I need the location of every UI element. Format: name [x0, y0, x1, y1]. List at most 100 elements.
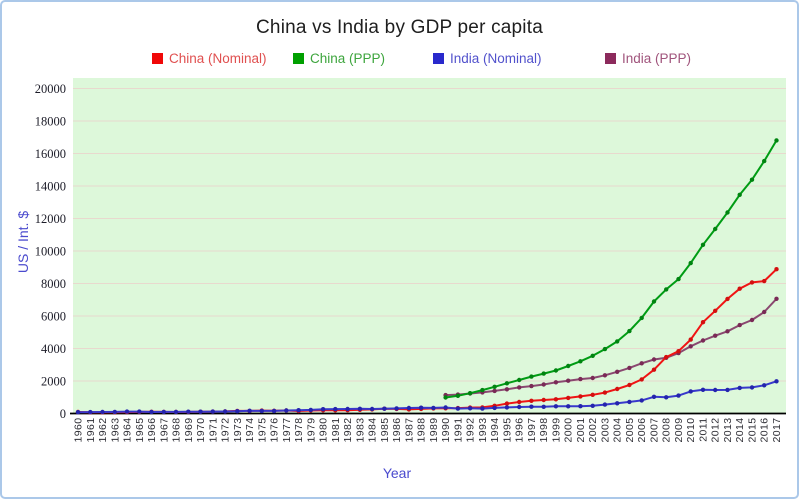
- series-point-india-nominal: [88, 409, 93, 415]
- series-point-india-nominal: [369, 406, 375, 412]
- series-point-china-ppp: [553, 368, 559, 373]
- x-tick-label: 2013: [722, 418, 734, 443]
- series-point-india-nominal: [676, 393, 681, 398]
- y-tick-label: 16000: [35, 147, 66, 161]
- series-point-india-nominal: [100, 409, 105, 415]
- series-point-india-ppp: [762, 309, 767, 315]
- x-tick-label: 2015: [746, 418, 758, 443]
- series-point-india-ppp: [504, 387, 510, 392]
- series-point-india-nominal: [517, 404, 522, 410]
- series-point-india-nominal: [173, 409, 179, 415]
- series-point-china-ppp: [602, 346, 608, 352]
- series-point-india-nominal: [467, 406, 473, 411]
- series-point-india-ppp: [517, 385, 522, 390]
- x-tick-label: 1999: [550, 418, 562, 443]
- x-tick-label: 1963: [109, 418, 121, 443]
- series-point-china-nominal: [713, 308, 718, 313]
- series-point-india-ppp: [541, 382, 546, 387]
- series-point-india-nominal: [222, 409, 228, 414]
- series-point-china-ppp: [762, 158, 767, 164]
- y-tick-label: 14000: [35, 180, 66, 194]
- series-point-india-nominal: [566, 404, 571, 409]
- x-tick-label: 2002: [587, 418, 599, 443]
- series-point-india-nominal: [553, 404, 559, 409]
- legend-swatch-china-ppp: [293, 52, 304, 64]
- x-tick-label: 1977: [281, 418, 293, 443]
- series-point-india-nominal: [627, 399, 632, 405]
- x-tick-label: 1991: [452, 418, 464, 443]
- series-point-india-nominal: [749, 385, 755, 390]
- x-tick-label: 1992: [465, 418, 477, 443]
- x-tick-label: 1984: [367, 418, 379, 443]
- x-tick-label: 2009: [673, 418, 685, 443]
- series-point-china-ppp: [615, 339, 620, 344]
- x-tick-label: 2008: [661, 418, 673, 443]
- x-tick-label: 1982: [342, 418, 354, 443]
- x-tick-label: 1965: [134, 418, 146, 443]
- series-point-india-ppp: [529, 383, 534, 389]
- x-tick-label: 1983: [354, 418, 366, 443]
- legend-swatch-china-nominal: [152, 52, 163, 64]
- series-point-india-nominal: [713, 387, 718, 393]
- series-point-china-ppp: [774, 138, 779, 143]
- series-point-india-nominal: [700, 387, 706, 392]
- legend-label-india-ppp: India (PPP): [622, 50, 692, 66]
- series-point-india-nominal: [124, 409, 130, 414]
- y-tick-label: 12000: [35, 212, 66, 226]
- series-point-india-nominal: [75, 410, 81, 415]
- series-point-india-nominal: [492, 405, 497, 411]
- x-tick-label: 1961: [85, 418, 97, 443]
- series-point-china-ppp: [517, 377, 522, 383]
- x-tick-label: 1964: [122, 418, 134, 443]
- series-point-india-nominal: [664, 395, 669, 400]
- series-point-china-nominal: [700, 320, 706, 325]
- x-tick-label: 1967: [158, 418, 170, 443]
- series-point-india-nominal: [149, 409, 154, 415]
- series-point-india-nominal: [480, 406, 485, 411]
- series-point-india-ppp: [774, 296, 779, 301]
- series-point-china-ppp: [566, 363, 571, 369]
- y-tick-label: 20000: [35, 82, 66, 96]
- series-point-china-ppp: [688, 260, 693, 266]
- x-tick-label: 1976: [269, 418, 281, 443]
- x-tick-label: 1979: [305, 418, 317, 443]
- series-point-china-ppp: [480, 387, 485, 393]
- series-point-india-nominal: [198, 409, 203, 414]
- x-tick-label: 2011: [697, 418, 709, 442]
- series-point-india-nominal: [394, 406, 399, 411]
- x-tick-label: 1970: [195, 418, 207, 443]
- series-point-china-nominal: [504, 401, 510, 406]
- series-point-india-ppp: [615, 369, 620, 374]
- x-tick-label: 2007: [648, 418, 660, 443]
- x-tick-label: 2004: [612, 418, 624, 443]
- series-point-china-nominal: [529, 398, 534, 403]
- x-tick-label: 1969: [183, 418, 195, 443]
- y-tick-label: 6000: [41, 310, 66, 324]
- x-tick-label: 1985: [379, 418, 391, 443]
- x-tick-label: 1996: [514, 418, 526, 443]
- series-point-india-nominal: [161, 409, 166, 415]
- series-point-china-nominal: [639, 377, 644, 382]
- series-point-china-ppp: [700, 242, 706, 247]
- series-line-india-nominal: [77, 380, 777, 414]
- series-point-india-nominal: [688, 389, 693, 394]
- chart-title: China vs India by GDP per capita: [256, 17, 543, 38]
- legend-item-india-nominal: India (Nominal): [433, 51, 542, 66]
- series-point-china-ppp: [443, 395, 448, 400]
- series-point-india-nominal: [112, 409, 118, 415]
- legend-label-china-ppp: China (PPP): [310, 50, 386, 66]
- x-tick-label: 2003: [599, 418, 611, 443]
- series-point-china-nominal: [725, 296, 730, 302]
- legend-label-china-nominal: China (Nominal): [169, 50, 267, 66]
- series-point-china-nominal: [578, 394, 583, 399]
- legend: China (Nominal) China (PPP) India (Nomin…: [0, 51, 799, 67]
- x-tick-label: 1972: [220, 418, 232, 443]
- series-point-india-nominal: [284, 408, 289, 413]
- x-tick-label: 1978: [293, 418, 305, 443]
- x-tick-label: 1973: [232, 418, 244, 443]
- series-point-india-nominal: [382, 406, 387, 411]
- series-point-india-nominal: [333, 406, 338, 412]
- x-tick-label: 1968: [171, 418, 183, 443]
- series-point-india-ppp: [492, 388, 497, 394]
